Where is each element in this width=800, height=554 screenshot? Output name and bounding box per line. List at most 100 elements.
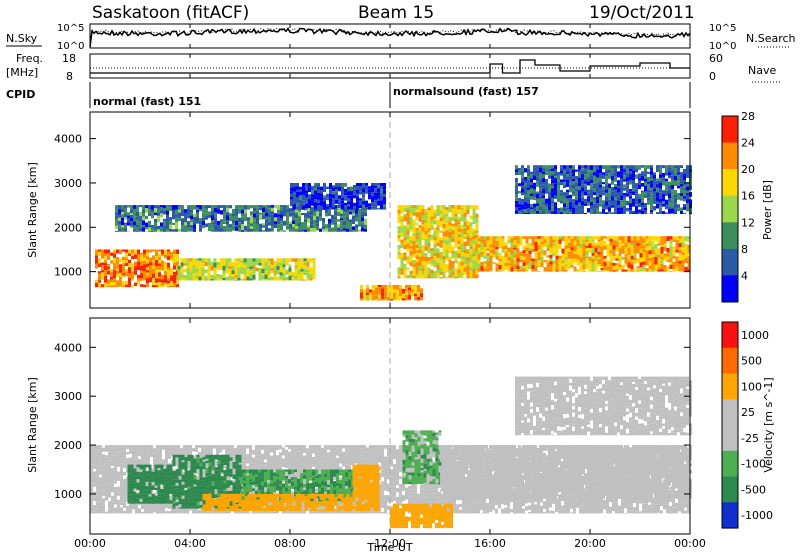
heatmap-cell <box>560 192 563 197</box>
heatmap-cell <box>276 279 280 281</box>
heatmap-cell <box>403 266 407 269</box>
heatmap-cell <box>421 226 425 232</box>
heatmap-cell <box>403 244 407 250</box>
heatmap-cell <box>612 236 616 241</box>
heatmap-cell <box>126 458 129 462</box>
heatmap-cell <box>302 197 305 201</box>
heatmap-cell <box>207 258 211 262</box>
heatmap-cell <box>472 265 476 269</box>
heatmap-cell <box>259 217 262 220</box>
heatmap-cell <box>594 257 598 262</box>
heatmap-cell <box>439 252 443 256</box>
heatmap-cell <box>142 227 145 232</box>
heatmap-cell <box>591 271 595 272</box>
heatmap-cell <box>650 190 653 193</box>
heatmap-cell <box>262 230 265 232</box>
heatmap-cell <box>686 195 689 200</box>
heatmap-cell <box>561 266 565 271</box>
heatmap-cell <box>590 179 593 184</box>
heatmap-cell <box>451 260 455 265</box>
heatmap-cell <box>573 266 577 271</box>
heatmap-cell <box>90 479 93 484</box>
heatmap-cell <box>359 198 362 201</box>
heatmap-cell <box>341 200 344 204</box>
heatmap-cell <box>93 456 96 461</box>
heatmap-cell <box>273 275 277 280</box>
heatmap-cell <box>486 252 490 257</box>
heatmap-cell <box>303 445 306 450</box>
heatmap-cell <box>96 505 99 509</box>
heatmap-cell <box>270 268 274 271</box>
heatmap-cell <box>641 210 644 214</box>
heatmap-cell <box>686 167 689 171</box>
heatmap-cell <box>665 190 668 196</box>
heatmap-cell <box>614 189 617 194</box>
heatmap-cell <box>198 263 202 268</box>
heatmap-cell <box>654 269 658 272</box>
heatmap-cell <box>674 197 677 201</box>
heatmap-cell <box>403 225 407 231</box>
heatmap-cell <box>368 206 371 210</box>
heatmap-cell <box>111 455 114 459</box>
heatmap-cell <box>162 461 165 466</box>
heatmap-cell <box>173 278 176 284</box>
heatmap-cell <box>114 458 117 463</box>
heatmap-cell <box>669 243 673 246</box>
heatmap-cell <box>409 226 413 230</box>
heatmap-cell <box>531 269 535 272</box>
heatmap-cell <box>615 258 619 261</box>
heatmap-cell <box>309 458 312 461</box>
heatmap-cell <box>409 274 413 279</box>
heatmap-cell <box>101 272 104 276</box>
heatmap-cell <box>123 492 126 497</box>
heatmap-cell <box>108 504 111 509</box>
heatmap-cell <box>451 213 455 218</box>
heatmap-cell <box>177 445 180 450</box>
heatmap-cell <box>660 269 664 272</box>
heatmap-cell <box>600 246 604 251</box>
heatmap-cell <box>457 209 461 214</box>
heatmap-cell <box>644 185 647 190</box>
heatmap-cell <box>430 219 434 224</box>
heatmap-cell <box>163 218 166 222</box>
heatmap-cell <box>582 236 586 240</box>
heatmap-cell <box>240 271 244 275</box>
heatmap-cell <box>451 246 455 251</box>
heatmap-cell <box>681 252 685 255</box>
heatmap-cell <box>316 216 319 220</box>
heatmap-cell <box>273 279 277 281</box>
heatmap-cell <box>344 192 347 196</box>
heatmap-cell <box>579 257 583 260</box>
heatmap-cell <box>495 236 499 239</box>
heatmap-cell <box>189 268 193 272</box>
heatmap-cell <box>540 249 544 255</box>
heatmap-cell <box>306 272 310 276</box>
heatmap-cell <box>273 457 276 462</box>
heatmap-cell <box>147 507 150 513</box>
heatmap-cell <box>409 246 413 249</box>
heatmap-cell <box>295 226 298 229</box>
heatmap-cell <box>231 262 235 267</box>
heatmap-cell <box>609 238 613 242</box>
heatmap-cell <box>399 293 402 297</box>
heatmap-cell <box>196 205 199 208</box>
heatmap-cell <box>249 278 253 281</box>
heatmap-cell <box>323 197 326 202</box>
heatmap-cell <box>99 497 102 500</box>
heatmap-cell <box>256 211 259 215</box>
heatmap-cell <box>469 277 473 279</box>
heatmap-cell <box>120 487 123 492</box>
heatmap-cell <box>195 272 199 276</box>
heatmap-cell <box>137 249 140 255</box>
heatmap-cell <box>146 275 149 279</box>
heatmap-cell <box>123 499 126 504</box>
heatmap-cell <box>596 170 599 174</box>
heatmap-cell <box>527 172 530 177</box>
heatmap-cell <box>387 289 390 293</box>
heatmap-cell <box>650 210 653 213</box>
heatmap-cell <box>412 208 416 213</box>
heatmap-cell <box>397 217 401 223</box>
heatmap-cell <box>152 280 155 286</box>
heatmap-cell <box>154 212 157 216</box>
heatmap-cell <box>146 286 149 288</box>
